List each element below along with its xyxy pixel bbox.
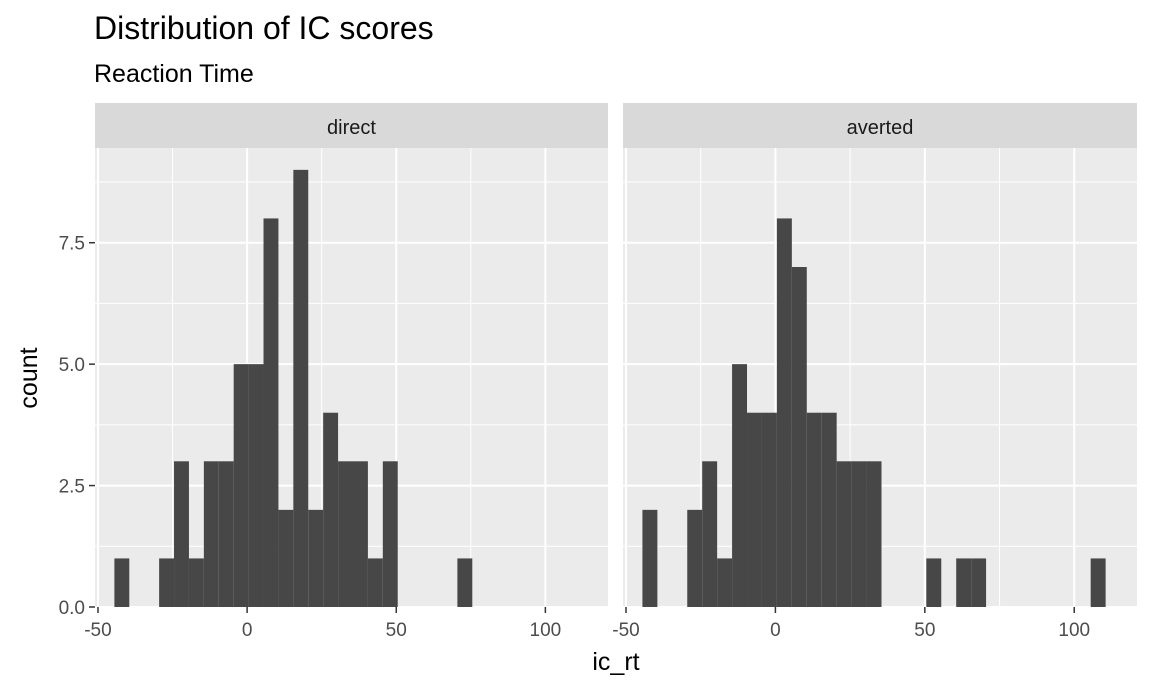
y-tick-label: 2.5 (59, 477, 85, 498)
histogram-bar (1090, 558, 1106, 607)
histogram-bar (702, 461, 718, 607)
strip-background (623, 103, 1137, 148)
y-axis-title: count (15, 347, 43, 408)
x-axis-title: ic_rt (592, 648, 639, 676)
y-tick-label: 0.0 (59, 598, 85, 619)
y-tick-label: 7.5 (59, 234, 85, 255)
histogram-bar (776, 218, 792, 607)
y-axis: 0.0 2.5 5.0 7.5 (59, 234, 95, 619)
panel-averted: averted -50 0 50 100 (612, 103, 1137, 641)
histogram-bar (218, 461, 234, 607)
histogram-bar (642, 509, 658, 607)
histogram-bar (851, 461, 867, 607)
x-tick-label: -50 (84, 620, 111, 641)
facet-panels: direct -50 0 50 100 averted -50 0 50 100 (84, 103, 1137, 641)
x-tick-label: 100 (1058, 620, 1090, 641)
histogram-bar (233, 364, 249, 607)
chart-title: Distribution of IC scores (94, 10, 434, 46)
x-tick-label: 0 (242, 620, 253, 641)
strip-label-direct: direct (327, 117, 376, 139)
histogram-bar (956, 558, 972, 607)
histogram-bar (971, 558, 987, 607)
histogram-bar (323, 412, 339, 607)
strip-background (95, 103, 608, 148)
histogram-bar (382, 461, 398, 607)
histogram-bar (263, 218, 279, 607)
histogram-bar (761, 412, 777, 607)
x-tick-label: 0 (770, 620, 781, 641)
x-tick-label: 100 (530, 620, 562, 641)
strip-label-averted: averted (847, 117, 914, 139)
histogram-bar (114, 558, 130, 607)
histogram-bar (367, 558, 383, 607)
histogram-bar (159, 558, 175, 607)
histogram-bar (174, 461, 189, 607)
histogram-bar (926, 558, 942, 607)
histogram-bar (687, 509, 703, 607)
histogram-bar (836, 461, 852, 607)
histogram-bar (457, 558, 473, 607)
histogram-bar (308, 509, 324, 607)
panel-direct: direct -50 0 50 100 (84, 103, 608, 641)
histogram-bar (791, 267, 807, 607)
y-tick-label: 5.0 (59, 355, 85, 376)
histogram-bar (248, 364, 264, 607)
chart-subtitle: Reaction Time (94, 60, 254, 88)
histogram-bar (747, 412, 762, 607)
histogram-bar (188, 558, 204, 607)
histogram-bar (338, 461, 353, 607)
histogram-bar (293, 169, 309, 607)
histogram-bar (278, 509, 294, 607)
histogram-bar (717, 558, 733, 607)
x-tick-label: 50 (914, 620, 935, 641)
x-tick-label: 50 (386, 620, 407, 641)
x-tick-label: -50 (612, 620, 639, 641)
histogram-bar (203, 461, 219, 607)
histogram-bar (821, 412, 837, 607)
histogram-bar (732, 364, 748, 607)
histogram-bar (352, 461, 368, 607)
histogram-bar (806, 412, 822, 607)
histogram-bar (866, 461, 882, 607)
